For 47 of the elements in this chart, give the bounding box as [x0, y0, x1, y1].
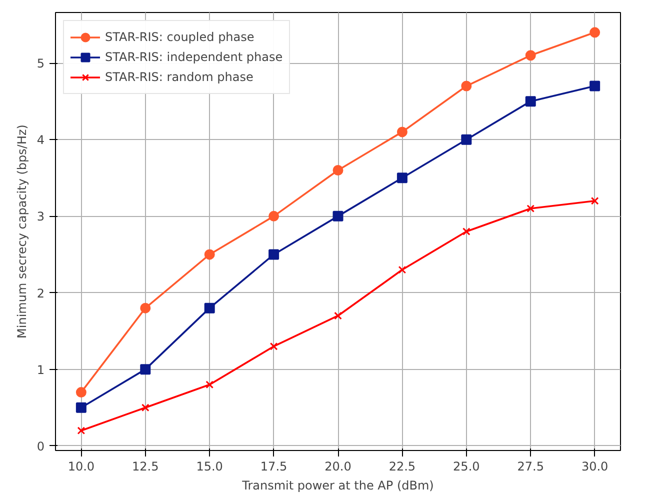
- point: [396, 172, 408, 184]
- y-tick-label: 3: [36, 210, 45, 224]
- point: [141, 404, 150, 412]
- x-tick-label: 12.5: [132, 460, 159, 474]
- point: [396, 126, 408, 138]
- point: [204, 249, 215, 260]
- point: [525, 96, 536, 107]
- point: [140, 364, 151, 375]
- point: [526, 204, 535, 212]
- x-tick-label: 27.5: [517, 460, 544, 474]
- x-tick-label: 22.5: [388, 460, 416, 474]
- x-axis-title: Transmit power at the AP (dBm): [241, 478, 434, 492]
- point: [334, 312, 342, 320]
- y-tick-label: 4: [36, 133, 45, 148]
- y-axis-title: Minimum secrecy capacity (bps/Hz): [14, 124, 29, 338]
- x-tick-label: 10.0: [68, 460, 95, 474]
- point: [140, 302, 151, 314]
- point: [461, 80, 472, 92]
- point: [77, 426, 86, 435]
- legend-label: STAR-RIS: coupled phase: [105, 30, 254, 44]
- point: [590, 196, 599, 205]
- legend-label: STAR-RIS: random phase: [105, 70, 254, 84]
- point: [398, 266, 406, 274]
- point: [461, 134, 472, 145]
- y-tick-label: 2: [36, 286, 45, 300]
- x-tick-label: 30.0: [581, 460, 608, 474]
- point: [76, 402, 86, 413]
- y-tick-label: 1: [36, 362, 45, 377]
- y-tick-label: 5: [36, 56, 45, 71]
- y-tick-label: 0: [36, 439, 45, 454]
- x-tick-label: 20.0: [324, 460, 352, 474]
- point: [462, 228, 470, 236]
- x-tick-label: 17.5: [260, 460, 288, 474]
- point: [268, 210, 280, 222]
- point: [590, 80, 600, 92]
- legend-label: STAR-RIS: independent phase: [105, 50, 283, 64]
- point: [206, 380, 214, 389]
- x-tick-label: 25.0: [453, 460, 480, 474]
- x-tick-label: 15.0: [196, 460, 223, 474]
- point: [204, 302, 215, 314]
- point: [525, 50, 536, 61]
- point: [590, 27, 600, 38]
- point: [76, 387, 86, 398]
- point: [332, 210, 344, 222]
- point: [270, 342, 278, 350]
- point: [268, 249, 280, 260]
- point: [332, 165, 344, 176]
